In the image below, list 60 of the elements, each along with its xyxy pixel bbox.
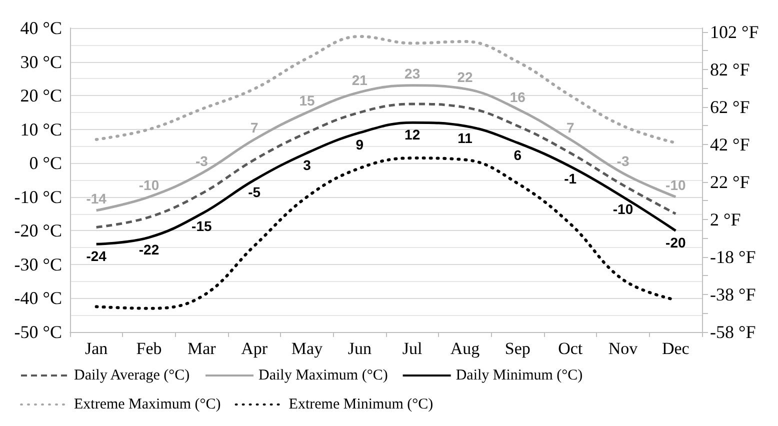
data-label: 9 — [356, 136, 364, 153]
legend-label: Extreme Maximum (°C) — [74, 396, 221, 412]
data-label: 15 — [299, 92, 315, 108]
x-tick-label: Jun — [348, 339, 372, 358]
data-label: 11 — [458, 130, 473, 146]
data-label: -10 — [138, 176, 160, 193]
y2-tick-label: 102 °F — [710, 22, 759, 42]
y2-tick-label: 2 °F — [710, 209, 741, 230]
x-tick-label: Nov — [608, 339, 638, 358]
x-tick-label: Dec — [662, 339, 690, 358]
legend-label: Extreme Minimum (°C) — [288, 396, 434, 412]
y-tick-label: -30 °C — [14, 254, 62, 274]
y2-tick-label: 82 °F — [710, 59, 750, 80]
x-tick-label: Aug — [450, 339, 480, 358]
x-tick-label: Sep — [504, 339, 530, 358]
legend-label: Daily Maximum (°C) — [258, 368, 388, 384]
data-label: -22 — [138, 241, 160, 258]
y-tick-label: -40 °C — [14, 288, 62, 308]
data-label: 7 — [566, 119, 574, 136]
y2-tick-label: 62 °F — [710, 96, 750, 117]
x-tick-label: Jul — [402, 339, 423, 358]
y-tick-label: 10 °C — [20, 119, 62, 140]
data-label: 3 — [303, 156, 312, 173]
y2-tick-label: -18 °F — [710, 246, 756, 267]
data-label: -3 — [195, 153, 208, 170]
x-tick-label: Jan — [84, 339, 108, 358]
x-tick-label: May — [291, 339, 324, 358]
data-label: -3 — [616, 153, 630, 170]
data-label: 12 — [404, 126, 420, 143]
data-label: -5 — [248, 184, 261, 200]
y2-tick-label: -38 °F — [710, 284, 756, 304]
y-tick-label: 30 °C — [20, 52, 62, 72]
data-label: 21 — [352, 72, 368, 88]
legend-label: Daily Minimum (°C) — [456, 368, 583, 384]
data-label: -10 — [666, 176, 686, 193]
data-label: -14 — [86, 190, 107, 206]
y2-tick-label: -58 °F — [710, 322, 756, 342]
y-tick-label: 40 °C — [20, 18, 62, 38]
x-tick-label: Oct — [558, 339, 583, 358]
data-label: 23 — [404, 65, 420, 82]
data-label: 16 — [510, 89, 526, 106]
x-tick-label: Mar — [188, 339, 216, 358]
y-tick-label: -20 °C — [14, 220, 62, 241]
legend-label: Daily Average (°C) — [74, 368, 190, 384]
data-label: -10 — [612, 200, 634, 217]
data-label: -1 — [564, 170, 577, 186]
data-label: -20 — [666, 234, 686, 251]
data-label: -24 — [86, 248, 107, 264]
y2-tick-label: 42 °F — [710, 134, 750, 154]
y-tick-label: -50 °C — [14, 322, 62, 342]
y2-tick-label: 22 °F — [710, 172, 750, 192]
data-label: 6 — [514, 146, 522, 163]
data-label: -15 — [192, 218, 212, 234]
x-tick-label: Feb — [136, 339, 162, 358]
data-label: 22 — [457, 68, 473, 85]
y-tick-label: 0 °C — [29, 153, 62, 174]
y-tick-label: 20 °C — [20, 86, 62, 106]
y-tick-label: -10 °C — [14, 186, 62, 207]
data-label: 7 — [250, 119, 258, 136]
x-tick-label: Apr — [241, 339, 268, 358]
